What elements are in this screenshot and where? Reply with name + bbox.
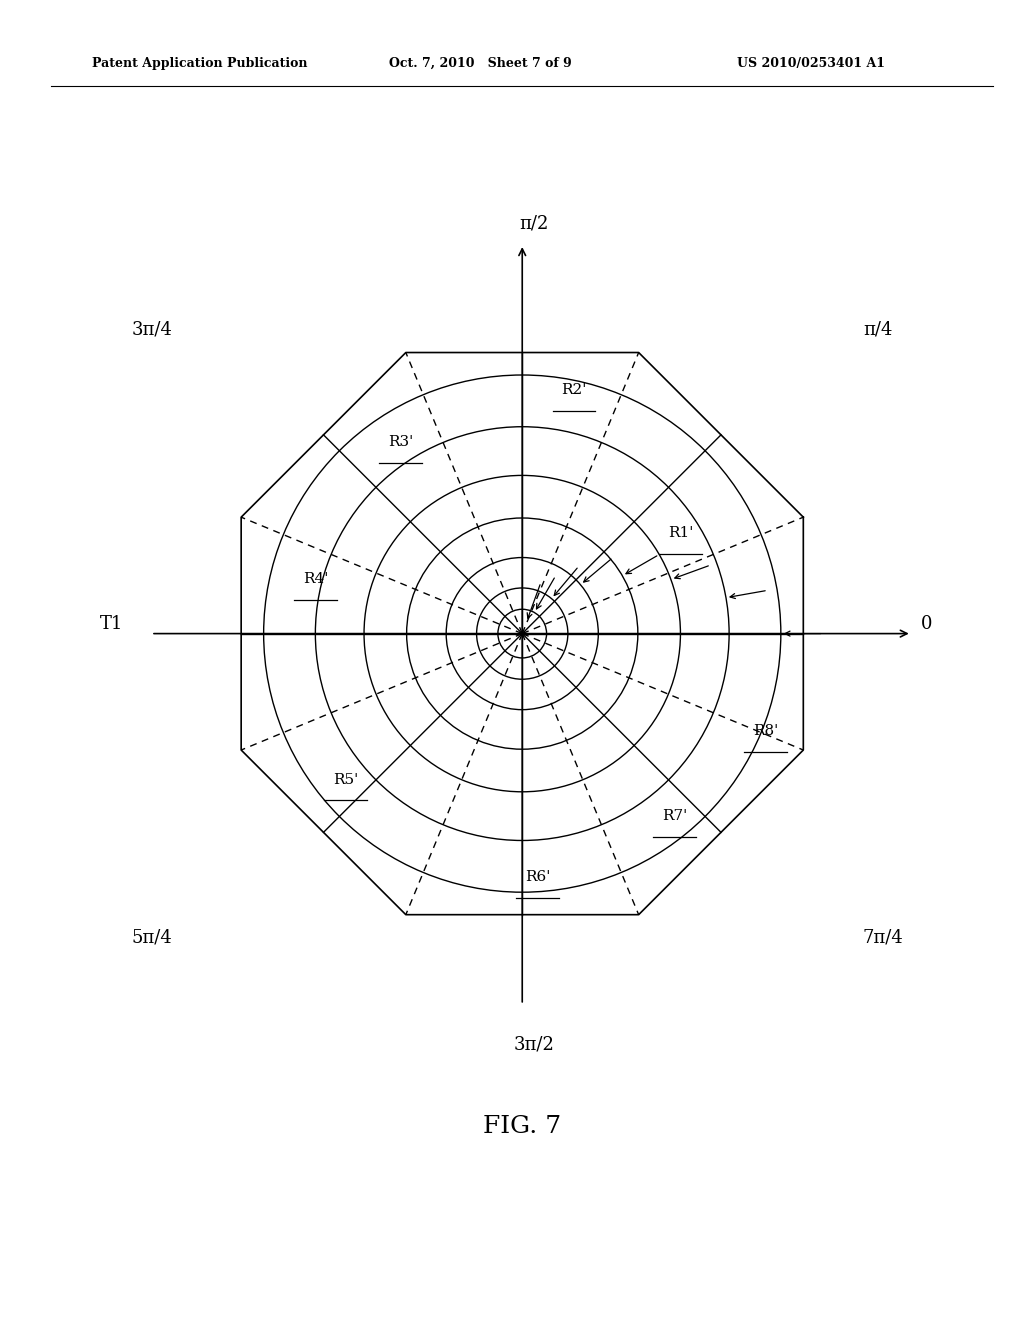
Text: US 2010/0253401 A1: US 2010/0253401 A1 — [737, 57, 886, 70]
Text: 5π/4: 5π/4 — [132, 929, 172, 946]
Text: 0: 0 — [921, 615, 932, 634]
Text: R5': R5' — [333, 772, 358, 787]
Text: R7': R7' — [662, 809, 687, 824]
Text: T1: T1 — [100, 615, 124, 634]
Text: R2': R2' — [561, 383, 587, 397]
Text: R8': R8' — [753, 723, 778, 738]
Text: Oct. 7, 2010   Sheet 7 of 9: Oct. 7, 2010 Sheet 7 of 9 — [389, 57, 571, 70]
Text: π/4: π/4 — [863, 321, 892, 338]
Text: R6': R6' — [524, 870, 550, 884]
Text: R1': R1' — [668, 527, 693, 540]
Text: R3': R3' — [388, 434, 413, 449]
Text: Patent Application Publication: Patent Application Publication — [92, 57, 307, 70]
Text: R4': R4' — [303, 572, 328, 586]
Text: FIG. 7: FIG. 7 — [483, 1115, 561, 1138]
Text: 3π/2: 3π/2 — [514, 1035, 555, 1053]
Text: 7π/4: 7π/4 — [863, 929, 904, 946]
Text: 3π/4: 3π/4 — [131, 321, 172, 338]
Text: π/2: π/2 — [520, 214, 549, 232]
